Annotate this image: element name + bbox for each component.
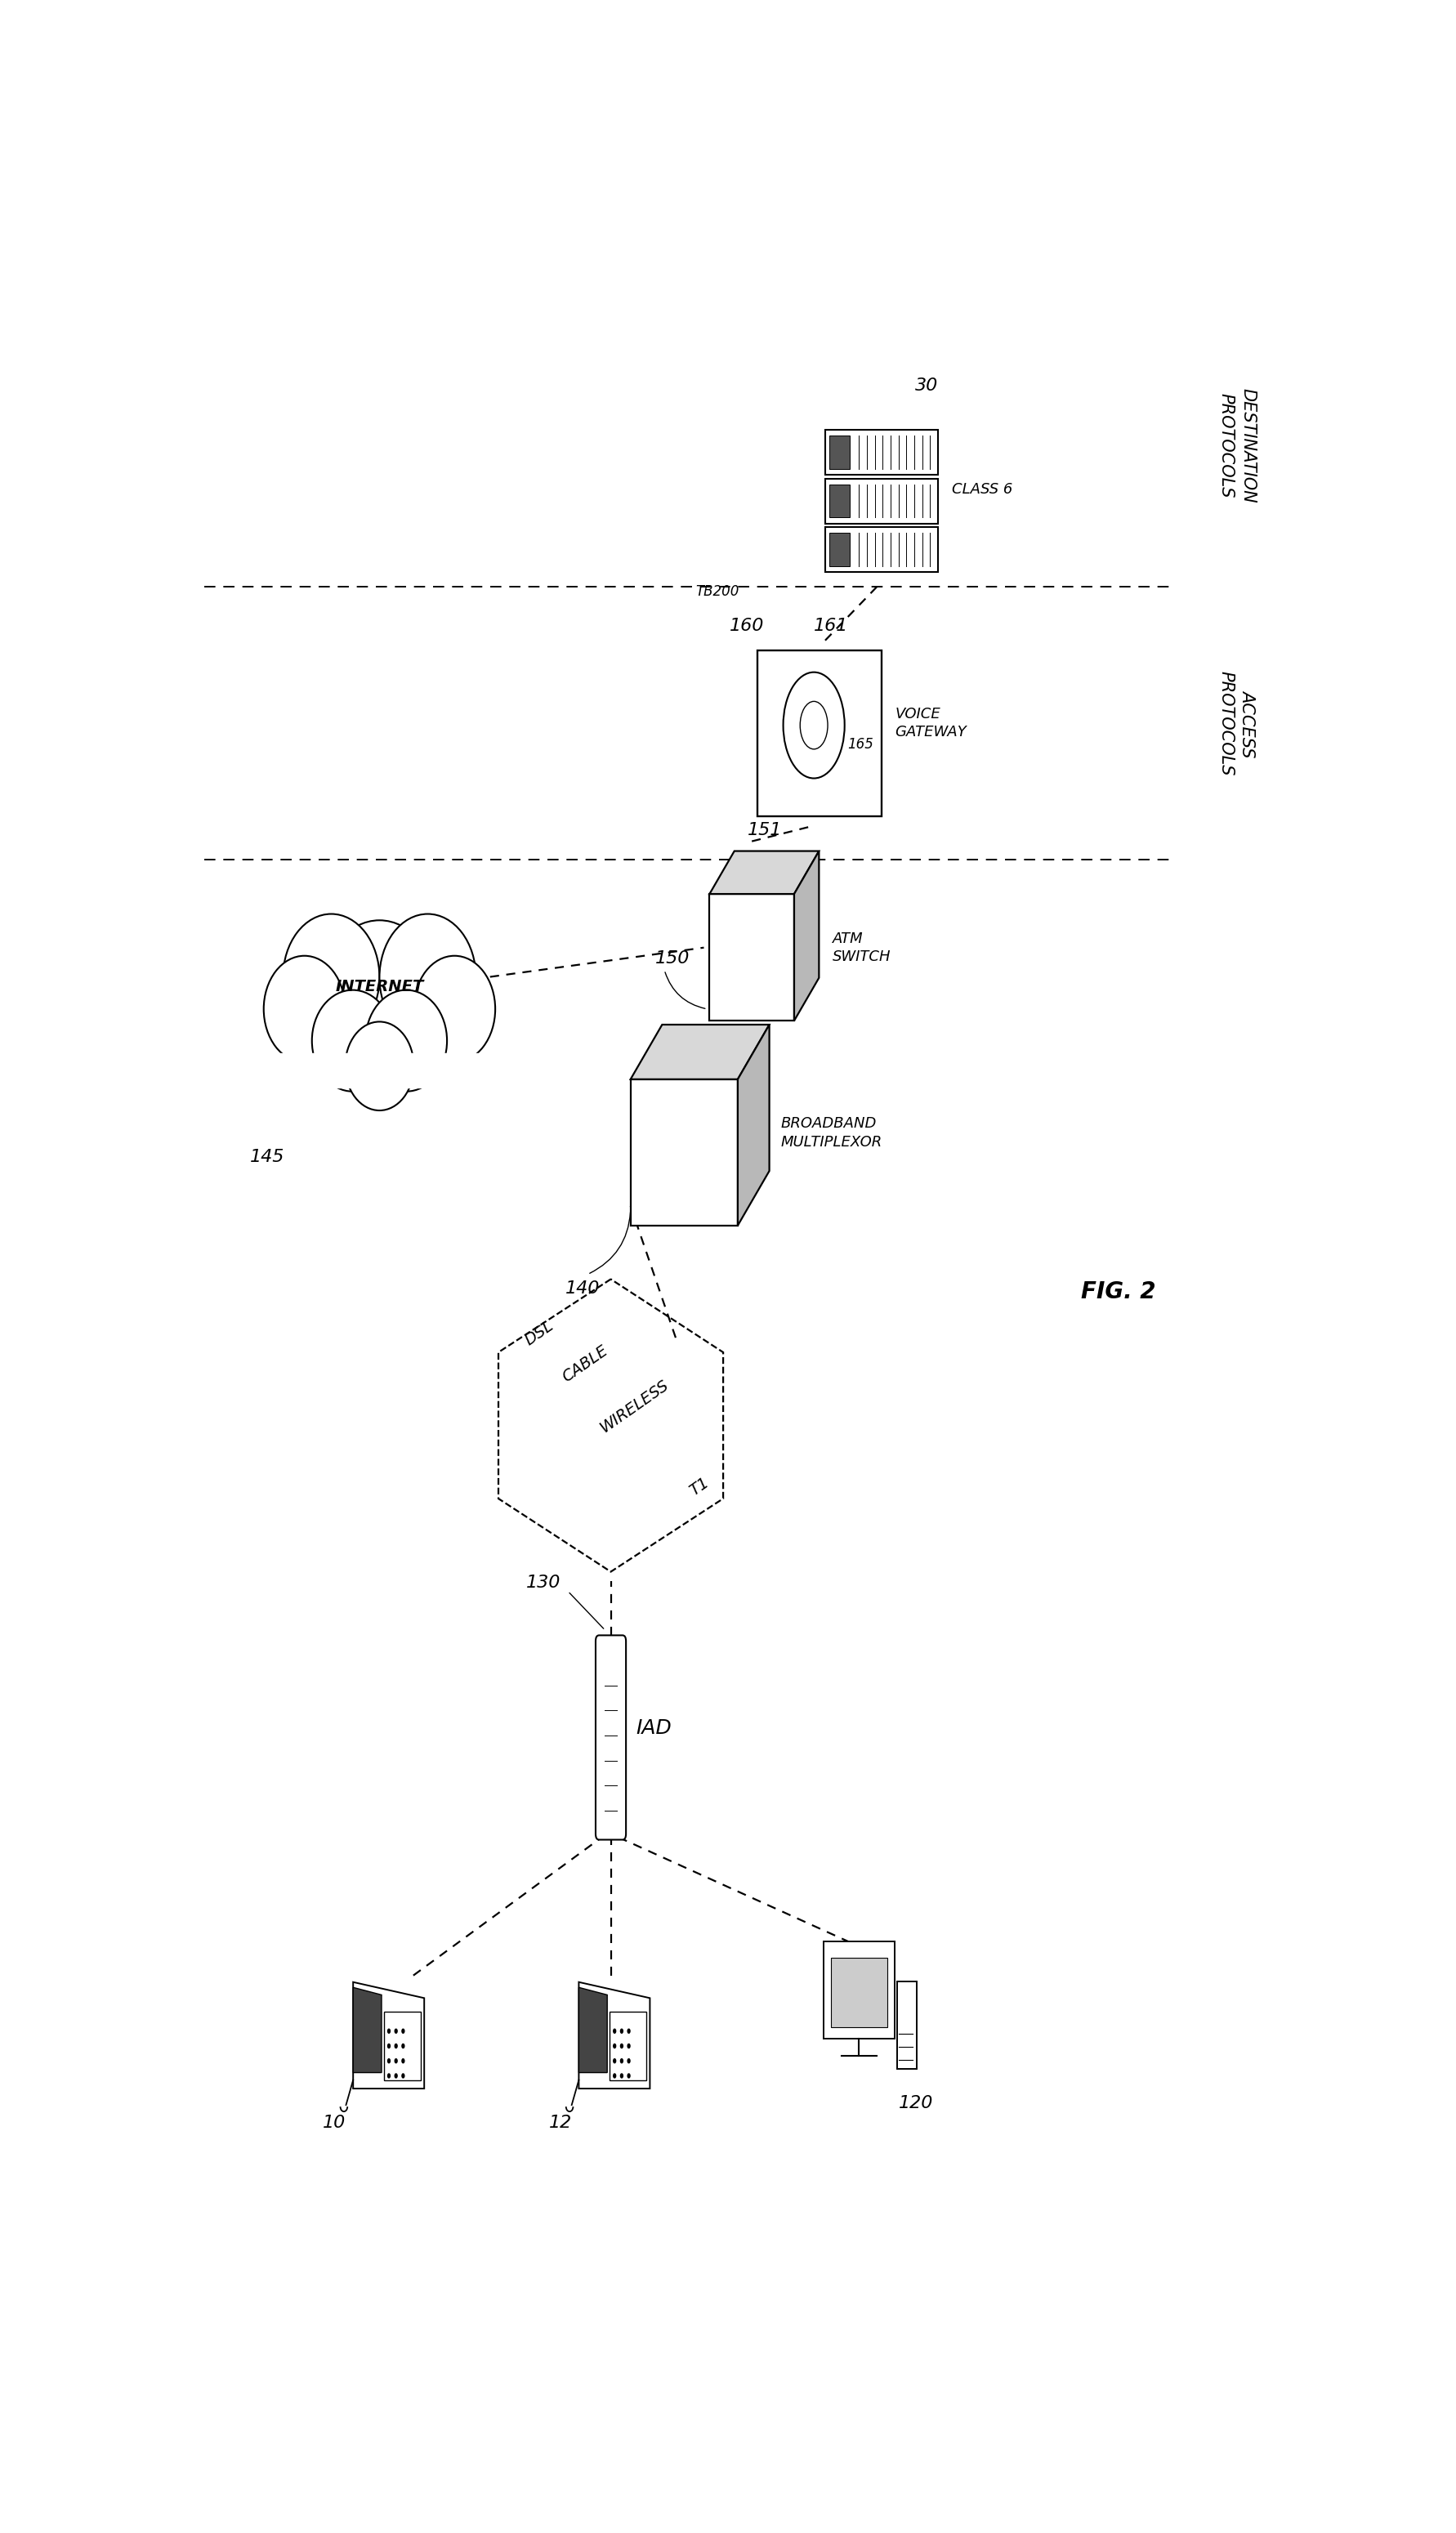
Polygon shape — [830, 484, 850, 517]
Polygon shape — [830, 1958, 888, 2026]
Text: FIG. 2: FIG. 2 — [1082, 1282, 1156, 1304]
Polygon shape — [579, 1983, 649, 2090]
Ellipse shape — [380, 914, 476, 1041]
Text: 151: 151 — [747, 823, 782, 838]
Polygon shape — [354, 1983, 424, 2090]
Circle shape — [395, 2059, 397, 2062]
Polygon shape — [709, 894, 794, 1021]
Circle shape — [620, 2044, 623, 2049]
Circle shape — [613, 2029, 616, 2034]
Circle shape — [628, 2029, 630, 2034]
Text: TB200: TB200 — [696, 585, 740, 598]
Circle shape — [402, 2029, 405, 2034]
Circle shape — [628, 2075, 630, 2077]
Polygon shape — [384, 2011, 421, 2080]
Text: INTERNET: INTERNET — [335, 978, 424, 995]
Ellipse shape — [320, 919, 438, 1071]
Polygon shape — [610, 2011, 646, 2080]
Polygon shape — [897, 1981, 916, 2069]
Circle shape — [613, 2044, 616, 2049]
Circle shape — [402, 2044, 405, 2049]
Text: WIRELESS: WIRELESS — [597, 1378, 671, 1436]
Polygon shape — [579, 1988, 607, 2072]
Polygon shape — [630, 1079, 738, 1226]
Ellipse shape — [312, 990, 393, 1092]
Circle shape — [402, 2075, 405, 2077]
Text: 165: 165 — [847, 737, 874, 752]
Polygon shape — [830, 436, 850, 469]
Text: 30: 30 — [916, 377, 939, 395]
Polygon shape — [757, 651, 882, 816]
Circle shape — [387, 2044, 390, 2049]
Text: 161: 161 — [814, 618, 847, 633]
Circle shape — [387, 2059, 390, 2062]
Polygon shape — [794, 851, 818, 1021]
Text: ACCESS
PROTOCOLS: ACCESS PROTOCOLS — [1219, 671, 1257, 775]
Circle shape — [387, 2075, 390, 2077]
Circle shape — [402, 2059, 405, 2062]
Text: 130: 130 — [526, 1573, 561, 1591]
Text: 120: 120 — [898, 2095, 933, 2113]
Text: 150: 150 — [655, 950, 690, 968]
Circle shape — [783, 671, 844, 778]
Polygon shape — [826, 431, 938, 474]
Text: DSL: DSL — [523, 1317, 556, 1348]
Circle shape — [620, 2075, 623, 2077]
Polygon shape — [826, 527, 938, 572]
Text: CLASS 6: CLASS 6 — [952, 481, 1012, 496]
Polygon shape — [738, 1026, 769, 1226]
Circle shape — [613, 2059, 616, 2062]
Ellipse shape — [264, 955, 345, 1061]
Text: 140: 140 — [565, 1282, 600, 1297]
Text: 145: 145 — [250, 1150, 284, 1165]
Circle shape — [395, 2075, 397, 2077]
Polygon shape — [824, 1943, 894, 2039]
Polygon shape — [709, 851, 818, 894]
Text: VOICE
GATEWAY: VOICE GATEWAY — [895, 707, 967, 740]
Polygon shape — [354, 1988, 381, 2072]
Polygon shape — [830, 532, 850, 567]
Text: ATM
SWITCH: ATM SWITCH — [833, 932, 891, 965]
Ellipse shape — [414, 955, 495, 1061]
Polygon shape — [826, 479, 938, 524]
Text: IAD: IAD — [636, 1717, 671, 1738]
Text: 10: 10 — [323, 2115, 347, 2130]
Circle shape — [620, 2059, 623, 2062]
Circle shape — [628, 2059, 630, 2062]
FancyBboxPatch shape — [596, 1636, 626, 1839]
Text: 160: 160 — [729, 618, 764, 633]
Circle shape — [395, 2044, 397, 2049]
Text: CABLE: CABLE — [559, 1342, 610, 1386]
Text: DESTINATION
PROTOCOLS: DESTINATION PROTOCOLS — [1219, 388, 1257, 504]
Ellipse shape — [282, 914, 380, 1041]
Text: 12: 12 — [549, 2115, 572, 2130]
Polygon shape — [630, 1026, 769, 1079]
Circle shape — [628, 2044, 630, 2049]
Ellipse shape — [345, 1021, 414, 1109]
Text: T1: T1 — [686, 1474, 712, 1500]
Circle shape — [395, 2029, 397, 2034]
Text: BROADBAND
MULTIPLEXOR: BROADBAND MULTIPLEXOR — [780, 1117, 882, 1150]
Circle shape — [613, 2075, 616, 2077]
Circle shape — [620, 2029, 623, 2034]
Ellipse shape — [365, 990, 447, 1092]
Circle shape — [387, 2029, 390, 2034]
